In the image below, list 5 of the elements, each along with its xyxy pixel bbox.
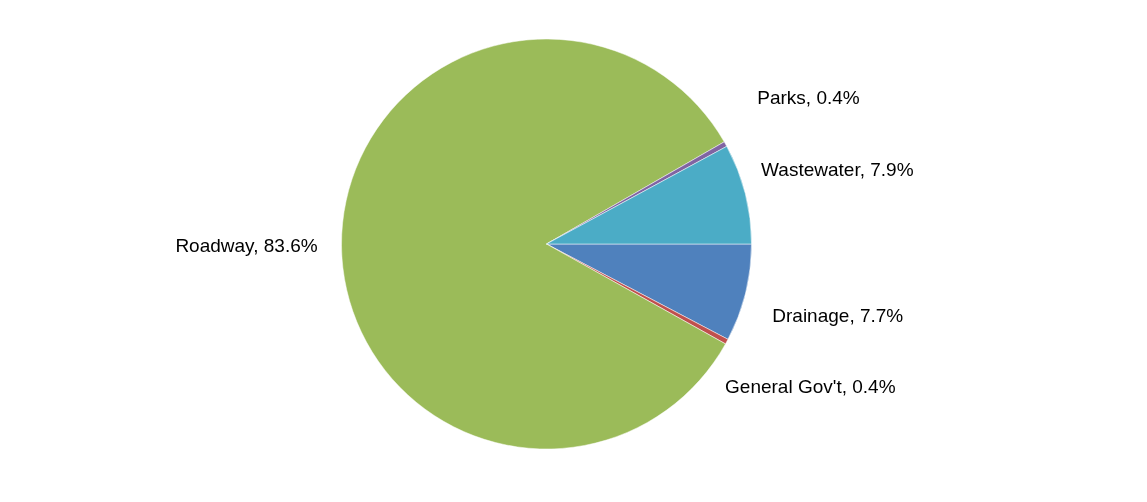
slice-label: Parks, 0.4% — [757, 86, 860, 108]
slice-label: Roadway, 83.6% — [175, 234, 318, 256]
slice-label: Wastewater, 7.9% — [761, 159, 914, 181]
slice-label: Drainage, 7.7% — [772, 304, 904, 326]
slice-label: General Gov't, 0.4% — [725, 375, 896, 397]
